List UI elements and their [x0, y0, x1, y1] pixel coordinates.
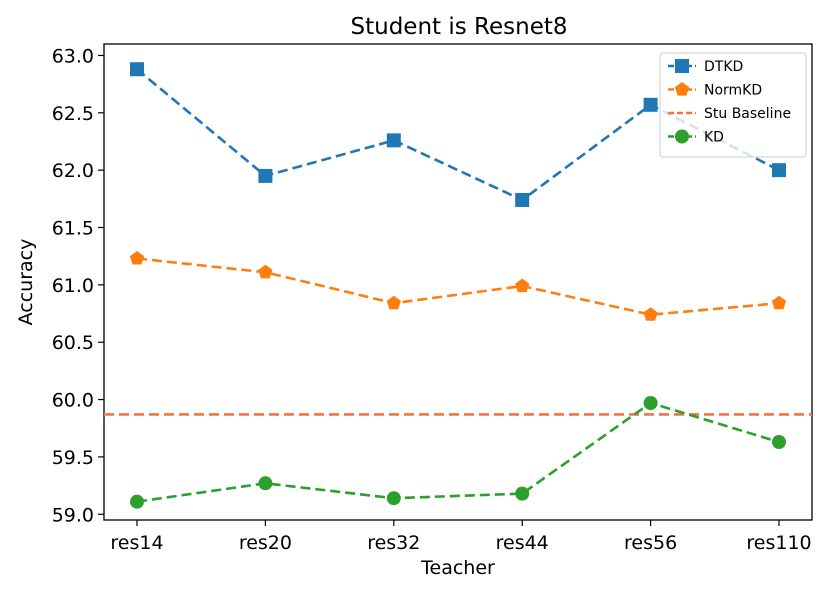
series-layer	[104, 62, 812, 509]
x-tick-label: res56	[624, 532, 677, 554]
dtkd-point	[643, 97, 658, 112]
y-tick-label: 59.5	[52, 447, 94, 469]
dtkd-line	[136, 68, 780, 202]
y-tick-label: 62.5	[52, 103, 94, 125]
y-axis: 59.0 59.5 60.0 60.5 61.0 61.5 62.0 62.5 63.0	[52, 45, 104, 526]
kd-line	[136, 401, 780, 503]
legend-marker-kd	[675, 129, 689, 144]
kd-point	[130, 494, 144, 509]
y-axis-label: Accuracy	[15, 239, 37, 326]
y-tick-label: 61.5	[52, 218, 94, 240]
legend-label-kd: KD	[704, 130, 724, 146]
kd-point	[772, 435, 786, 450]
x-axis: res14 res20 res32 res44 res56 res110	[110, 520, 812, 554]
plot-frame	[103, 43, 813, 521]
normkd-point	[129, 250, 145, 265]
normkd-point	[258, 264, 273, 279]
x-axis-label: Teacher	[420, 557, 495, 579]
dtkd-point	[130, 62, 144, 77]
normkd-point	[643, 307, 658, 321]
legend-label-stu-baseline: Stu Baseline	[704, 106, 791, 122]
legend-marker-normkd	[674, 82, 690, 96]
x-tick-label: res44	[496, 532, 549, 554]
dtkd-point	[515, 192, 530, 207]
y-tick-label: 60.5	[52, 332, 94, 354]
legend: DTKD NormKD Stu Baseline KD	[659, 52, 807, 158]
dtkd-point	[772, 163, 786, 178]
kd-point	[386, 491, 401, 506]
dtkd-point	[258, 168, 273, 183]
normkd-point	[386, 295, 401, 310]
x-tick-label: res32	[367, 532, 420, 554]
x-tick-label: res14	[110, 532, 163, 554]
y-tick-label: 63.0	[52, 45, 94, 67]
dtkd-point	[386, 133, 401, 148]
x-tick-label: res20	[239, 532, 292, 554]
chart-title: Student is Resnet8	[351, 14, 568, 40]
y-tick-label: 60.0	[52, 390, 94, 412]
legend-label-dtkd: DTKD	[704, 59, 743, 75]
kd-point	[515, 486, 530, 501]
legend-marker-dtkd	[675, 59, 689, 73]
kd-point	[258, 476, 273, 491]
normkd-point	[771, 295, 787, 310]
normkd-line	[136, 257, 780, 317]
kd-point	[643, 396, 658, 411]
normkd-point	[515, 278, 530, 293]
legend-box	[659, 52, 807, 158]
y-tick-label: 61.0	[52, 275, 94, 297]
y-tick-label: 62.0	[52, 160, 94, 182]
x-tick-label: res110	[746, 532, 811, 554]
legend-label-normkd: NormKD	[704, 83, 762, 99]
y-tick-label: 59.0	[52, 504, 94, 526]
